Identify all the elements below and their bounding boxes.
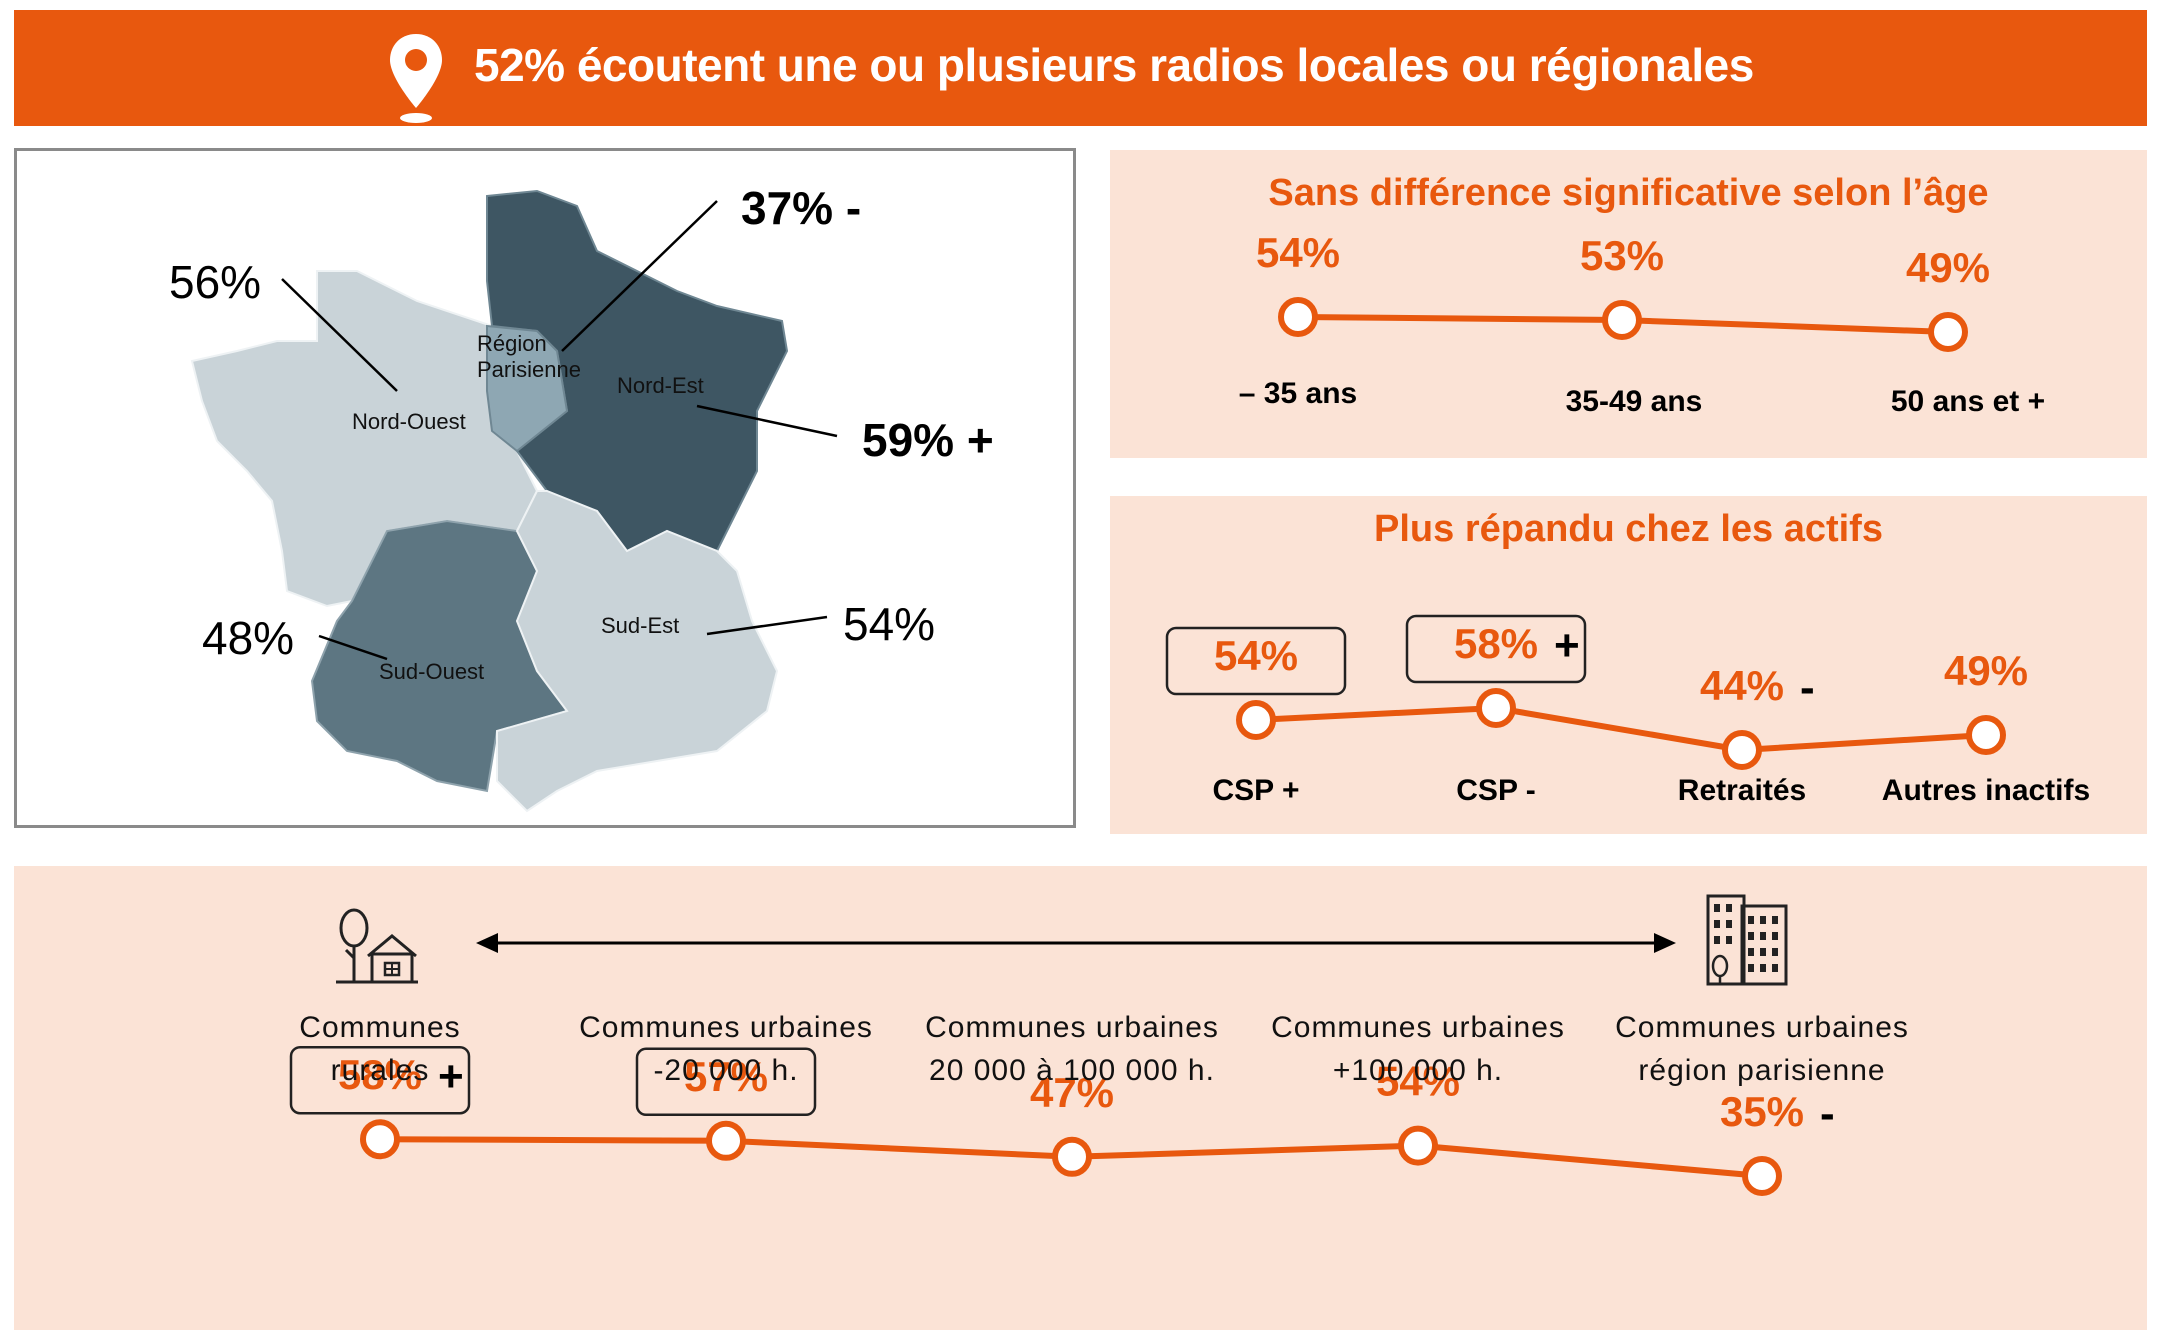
- data-label: 47%: [1030, 1069, 1114, 1116]
- data-label: 54%: [1376, 1058, 1460, 1105]
- data-point: [1928, 312, 1968, 352]
- value-nord-ouest: 56%: [169, 256, 262, 308]
- communes-chart: 58% +57% 47% 54% 35% - Communes rurales Communes…: [289, 1011, 1909, 1196]
- category-label: Communes urbaines: [1615, 1011, 1909, 1044]
- value-box: [1165, 626, 1347, 696]
- value-nord-est: 59% +: [862, 414, 994, 466]
- data-label: 53%: [1580, 232, 1664, 279]
- data-point: [1236, 700, 1276, 740]
- age-panel-title: Sans différence significative selon l’âg…: [1268, 172, 1989, 214]
- category-label: Autres inactifs: [1882, 774, 2090, 807]
- data-point: [1742, 1156, 1782, 1196]
- page-title: 52% écoutent une ou plusieurs radios loc…: [474, 39, 1754, 91]
- category-label: CSP -: [1456, 774, 1535, 807]
- category-label: Communes: [299, 1011, 460, 1044]
- data-label: 58%: [338, 1051, 422, 1098]
- data-point: [1722, 730, 1762, 770]
- category-label: Retraités: [1678, 774, 1806, 807]
- category-label: rurales: [331, 1054, 430, 1087]
- double-arrow-icon: [476, 933, 1676, 953]
- data-point: [1966, 715, 2006, 755]
- region-label-sud-ouest: Sud-Ouest: [379, 659, 485, 684]
- data-point: [706, 1120, 746, 1161]
- data-point: [1476, 688, 1516, 728]
- data-label: 49%: [1906, 244, 1990, 291]
- category-label: Communes urbaines: [925, 1011, 1219, 1044]
- map-panel: Nord-Ouest Région Parisienne Nord-Est Su…: [14, 148, 1076, 828]
- data-label: 58%: [1454, 620, 1538, 667]
- data-label: 54%: [1214, 632, 1298, 679]
- region-label-sud-est: Sud-Est: [601, 613, 680, 638]
- significance-marker: +: [1554, 621, 1580, 670]
- value-box: [289, 1045, 471, 1115]
- value-box: [1405, 614, 1587, 684]
- region-label-nord-ouest: Nord-Ouest: [352, 409, 466, 434]
- data-point: [1052, 1136, 1092, 1177]
- significance-marker: -: [1820, 1089, 1835, 1138]
- data-label: 35%: [1720, 1088, 1804, 1135]
- france-regions-map: [190, 189, 838, 813]
- value-box: [635, 1047, 817, 1117]
- data-label: 49%: [1944, 647, 2028, 694]
- region-parisienne: [486, 324, 569, 453]
- location-pin-icon: [390, 34, 442, 123]
- value-sud-ouest: 48%: [202, 612, 295, 664]
- data-point: [1278, 297, 1318, 337]
- data-point: [1398, 1125, 1438, 1166]
- activity-panel: Plus répandu chez les actifs 54% CSP + 58%…: [1110, 496, 2147, 834]
- age-panel: Sans différence significative selon l’âg…: [1110, 150, 2147, 458]
- region-sud-est: [496, 490, 779, 813]
- rural-house-tree-icon: [336, 908, 418, 984]
- category-label: 20 000 à 100 000 h.: [929, 1054, 1215, 1087]
- region-label-nord-est: Nord-Est: [617, 373, 704, 398]
- category-label: 50 ans et +: [1891, 385, 2045, 418]
- category-label: – 35 ans: [1239, 377, 1357, 410]
- significance-marker: -: [1800, 663, 1815, 712]
- significance-marker: +: [438, 1052, 464, 1101]
- series-line: [1255, 705, 1987, 753]
- age-chart: 54% – 35 ans 53% 35-49 ans 49% 50 ans et +: [1239, 229, 2045, 418]
- category-label: +100 000 h.: [1333, 1054, 1503, 1087]
- category-label: Communes urbaines: [579, 1011, 873, 1044]
- data-label: 44%: [1700, 662, 1784, 709]
- data-point: [360, 1119, 400, 1160]
- value-parisienne: 37% -: [741, 182, 862, 234]
- category-label: région parisienne: [1638, 1054, 1885, 1087]
- data-label: 54%: [1256, 229, 1340, 276]
- category-label: CSP +: [1213, 774, 1300, 807]
- category-label: -20 000 h.: [653, 1054, 798, 1087]
- region-label-paris-1: Région: [477, 331, 547, 356]
- category-label: 35-49 ans: [1566, 385, 1703, 418]
- activity-panel-title: Plus répandu chez les actifs: [1374, 508, 1883, 550]
- communes-panel: 58% +57% 47% 54% 35% - Communes rurales Communes…: [14, 866, 2147, 1330]
- activity-chart: 54% CSP + 58% + CSP - 44% - Retraités 49% Autres …: [1165, 614, 2090, 807]
- category-label: Communes urbaines: [1271, 1011, 1565, 1044]
- header-banner: 52% écoutent une ou plusieurs radios loc…: [14, 10, 2147, 126]
- city-buildings-icon: [1706, 894, 1788, 986]
- region-label-paris-2: Parisienne: [477, 357, 581, 382]
- data-label: 57%: [684, 1053, 768, 1100]
- data-point: [1602, 300, 1642, 340]
- value-sud-est: 54%: [843, 598, 936, 650]
